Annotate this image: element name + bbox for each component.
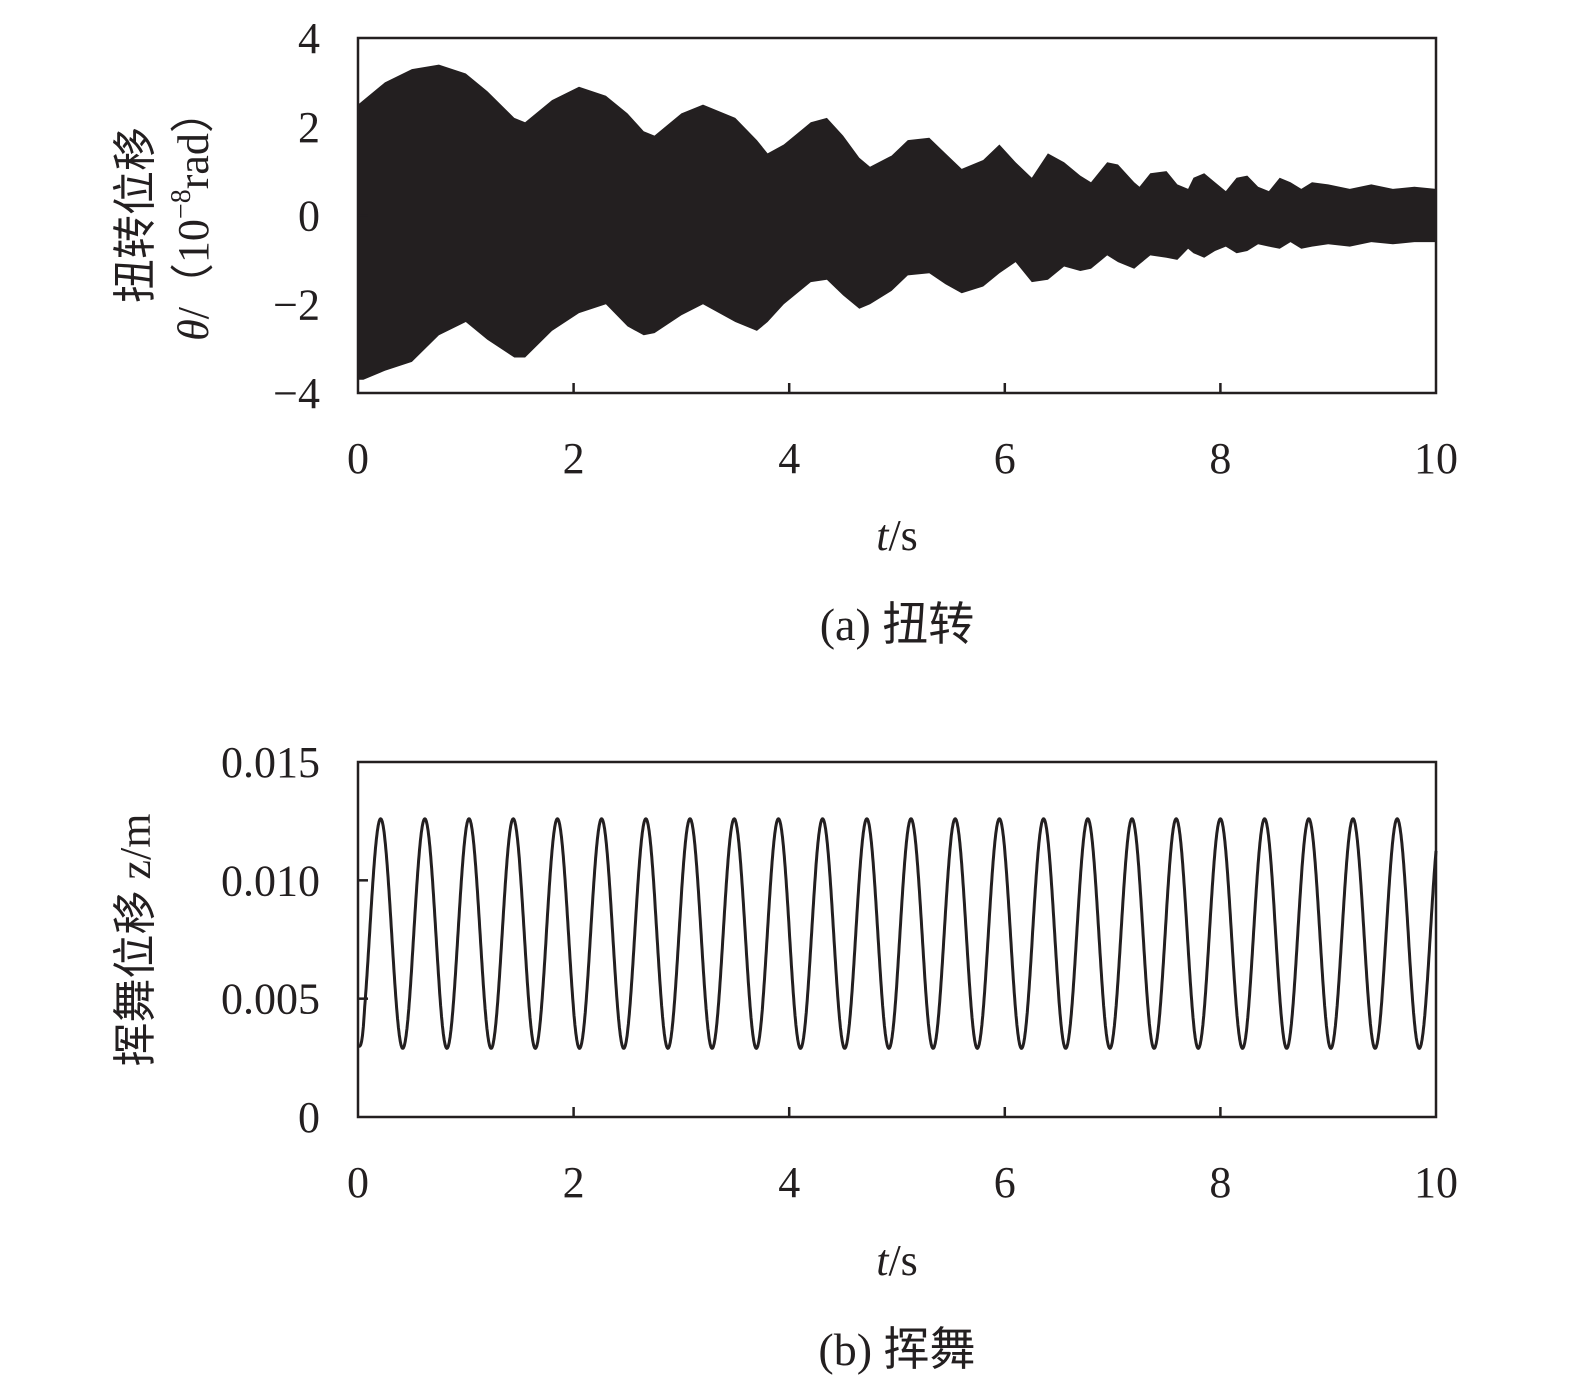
y-tick-label-b: 0.010 [221, 856, 320, 905]
x-tick-label-b: 10 [1414, 1158, 1458, 1207]
y-tick-label-a: 2 [298, 103, 320, 152]
x-tick-label-a: 10 [1414, 434, 1458, 483]
plot-frame-b [356, 760, 1438, 1119]
x-tick-label-b: 4 [778, 1158, 800, 1207]
y-axis-ticks-a: −4 −2 0 2 4 [273, 14, 368, 418]
y-tick-label-a: 4 [298, 14, 320, 63]
y-tick-label-b: 0 [298, 1093, 320, 1142]
torsion-envelope-area [358, 64, 1436, 380]
panel-b: 0 2 4 6 8 10 0 0.005 0.010 0.015 t/s 挥舞位移 z/m (b… [111, 738, 1458, 1375]
y-tick-label-a: −2 [273, 280, 320, 329]
y-axis-label-a-line1: 扭转位移 [111, 127, 160, 303]
y-tick-label-a: 0 [298, 192, 320, 241]
x-axis-label-a: t/s [876, 511, 918, 560]
y-tick-label-b: 0.015 [221, 738, 320, 787]
y-tick-label-a: −4 [273, 369, 320, 418]
caption-a: (a) 扭转 [820, 599, 975, 650]
x-tick-label-b: 0 [347, 1158, 369, 1207]
y-axis-label-a-line2: θ/（10−8rad） [166, 89, 218, 341]
flapping-series-line [356, 817, 1438, 1050]
x-axis-ticks-a: 0 2 4 6 8 10 [347, 383, 1458, 483]
x-tick-label-a: 8 [1209, 434, 1231, 483]
y-tick-label-b: 0.005 [221, 975, 320, 1024]
x-tick-label-b: 6 [994, 1158, 1016, 1207]
x-tick-label-a: 4 [778, 434, 800, 483]
caption-b: (b) 挥舞 [818, 1324, 975, 1375]
x-tick-label-b: 2 [563, 1158, 585, 1207]
y-axis-label-a: 扭转位移 θ/（10−8rad） [111, 89, 218, 341]
y-axis-ticks-b: 0 0.005 0.010 0.015 [221, 738, 368, 1142]
y-axis-label-b-text: 挥舞位移 z/m [111, 814, 160, 1067]
panel-a: 0 2 4 6 8 10 −4 −2 0 2 4 t/s 扭转位移 θ/（10−8rad） (a)… [111, 14, 1458, 650]
x-tick-label-a: 0 [347, 434, 369, 483]
x-axis-ticks-b: 0 2 4 6 8 10 [347, 1107, 1458, 1207]
x-tick-label-a: 6 [994, 434, 1016, 483]
x-tick-label-a: 2 [563, 434, 585, 483]
y-axis-label-b: 挥舞位移 z/m [111, 814, 160, 1067]
x-tick-label-b: 8 [1209, 1158, 1231, 1207]
x-axis-label-b: t/s [876, 1236, 918, 1285]
